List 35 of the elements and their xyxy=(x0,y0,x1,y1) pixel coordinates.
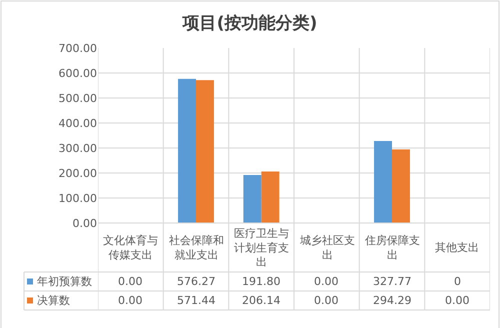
legend-label: 决算数 xyxy=(37,294,70,307)
y-tick-label: 100.00 xyxy=(58,192,97,205)
data-label: 294.29 xyxy=(373,294,412,307)
bar xyxy=(374,141,392,223)
y-tick-label: 0.00 xyxy=(72,216,97,230)
bar xyxy=(261,171,280,223)
y-tick-label: 500.00 xyxy=(58,92,97,105)
y-tick-label: 400.00 xyxy=(58,116,97,130)
y-tick-label: 600.00 xyxy=(58,66,97,80)
data-label: 0.00 xyxy=(445,294,470,307)
y-tick-label: 700.00 xyxy=(58,42,97,55)
x-tick-label: 文化体育与传媒支出 xyxy=(103,234,158,262)
data-label: 0 xyxy=(454,275,461,288)
data-label: 191.80 xyxy=(242,275,280,288)
bar xyxy=(178,78,196,223)
legend-label: 年初预算数 xyxy=(37,275,92,288)
data-label: 576.27 xyxy=(177,275,216,288)
x-tick-label: 医疗卫生与计划生育支出 xyxy=(234,227,289,269)
y-tick-label: 200.00 xyxy=(58,166,97,180)
x-tick-label: 其他支出 xyxy=(435,241,479,254)
data-label: 206.14 xyxy=(242,294,280,307)
data-label: 0.00 xyxy=(314,294,338,307)
bar xyxy=(196,80,214,223)
x-tick-label: 城乡社区支出 xyxy=(299,234,355,262)
data-label: 327.77 xyxy=(373,275,412,288)
x-tick-label: 社会保障和就业支出 xyxy=(169,234,224,262)
chart-title: 项目(按功能分类) xyxy=(182,13,318,34)
data-label: 0.00 xyxy=(118,294,142,307)
x-tick-label: 住房保障支出 xyxy=(365,234,420,262)
data-label: 0.00 xyxy=(314,275,338,288)
data-label: 0.00 xyxy=(118,275,142,288)
data-label: 571.44 xyxy=(177,294,216,307)
bar xyxy=(392,149,410,223)
bar xyxy=(243,175,262,223)
y-tick-label: 300.00 xyxy=(58,142,97,155)
